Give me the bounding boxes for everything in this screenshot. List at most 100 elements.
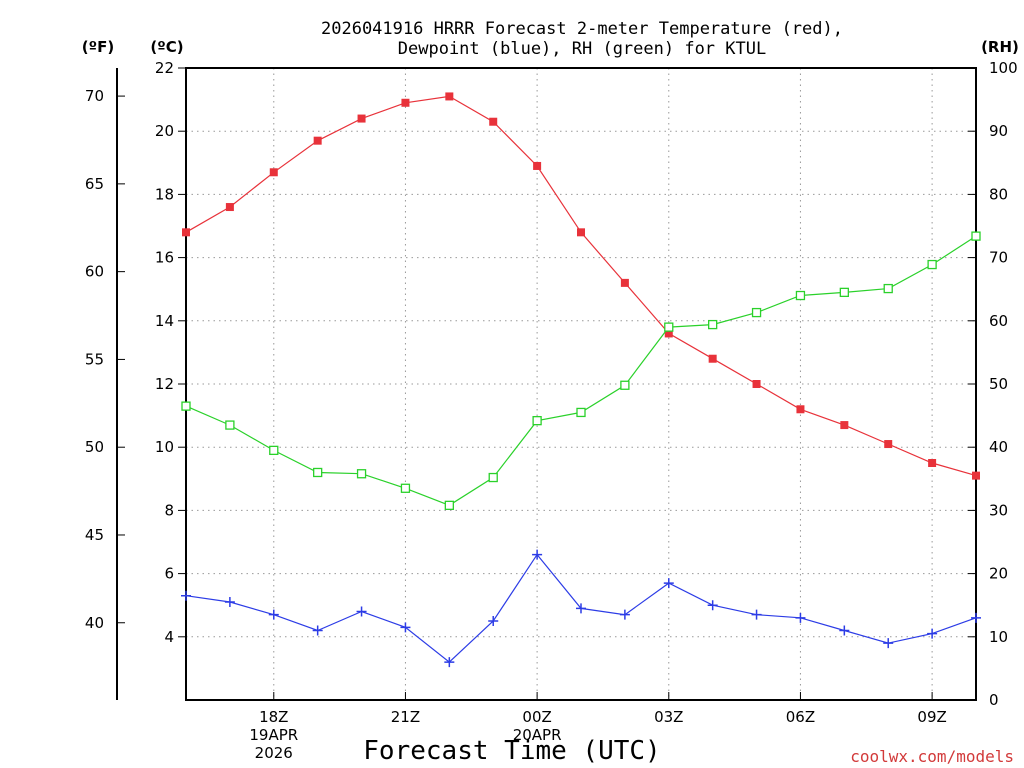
rh-tick-label: 90 xyxy=(989,122,1008,140)
temperature-point xyxy=(313,136,322,145)
rh-point xyxy=(269,445,279,456)
dewpoint-point xyxy=(532,549,543,560)
rh-tick-label: 30 xyxy=(989,501,1008,519)
rh-tick-label: 20 xyxy=(989,565,1008,583)
temperature-point xyxy=(840,421,849,430)
rh-point xyxy=(664,322,674,332)
series-dewpoint xyxy=(181,549,981,668)
rh-point xyxy=(839,287,849,298)
x-tick-label: 00Z xyxy=(522,708,551,726)
rh-point xyxy=(488,472,498,483)
temperature-point xyxy=(445,92,454,101)
dewpoint-point xyxy=(883,638,894,649)
rh-unit-label: (RH) xyxy=(981,38,1019,56)
dewpoint-point xyxy=(268,609,279,620)
dewpoint-point xyxy=(181,590,191,601)
rh-point xyxy=(181,401,191,411)
temperature-point xyxy=(708,354,717,363)
dewpoint-point xyxy=(576,603,586,614)
rh-point xyxy=(532,416,542,426)
temperature-point xyxy=(182,228,190,237)
series xyxy=(181,92,981,668)
celsius-tick-label: 16 xyxy=(155,249,174,267)
fahrenheit-tick-label: 40 xyxy=(85,614,104,632)
rh-tick-label: 60 xyxy=(989,312,1008,330)
fahrenheit-tick-label: 55 xyxy=(85,350,104,368)
fahrenheit-tick-label: 45 xyxy=(85,526,104,544)
fahrenheit-tick-label: 65 xyxy=(85,175,104,193)
rh-tick-label: 70 xyxy=(989,249,1008,267)
rh-point xyxy=(620,380,630,390)
temperature-point xyxy=(620,278,629,287)
rh-point xyxy=(883,283,893,294)
temperature-point xyxy=(533,161,542,170)
axes: 4 6 8 10 12 14 16 18 20 22 40 45 50 55 60 65 70 0 10 20 30 40… xyxy=(85,59,1018,762)
temperature-point xyxy=(489,117,498,126)
rh-point xyxy=(708,319,718,330)
dewpoint-point xyxy=(927,628,938,639)
temperature-point xyxy=(577,228,585,237)
rh-tick-label: 50 xyxy=(989,375,1008,393)
dewpoint-point xyxy=(663,578,674,589)
fahrenheit-tick-label: 70 xyxy=(85,87,104,105)
dewpoint-point xyxy=(312,625,323,636)
temperature-point xyxy=(972,471,980,480)
rh-tick-label: 80 xyxy=(989,185,1008,203)
temperature-point xyxy=(357,114,366,123)
rh-point xyxy=(313,467,323,478)
dewpoint-point xyxy=(795,612,806,623)
temperature-point xyxy=(928,459,937,467)
x-tick-label: 06Z xyxy=(786,708,815,726)
x-tick-label: 09Z xyxy=(917,708,946,726)
rh-point xyxy=(576,407,586,418)
celsius-tick-label: 22 xyxy=(155,59,174,77)
temperature-point xyxy=(664,329,673,338)
temperature-point xyxy=(225,203,234,212)
dewpoint-point xyxy=(751,609,762,620)
celsius-tick-label: 14 xyxy=(155,312,174,330)
rh-point xyxy=(444,500,454,510)
rh-point xyxy=(795,290,806,301)
celsius-tick-label: 10 xyxy=(155,438,174,456)
rh-point xyxy=(927,259,937,270)
temperature-line xyxy=(185,95,977,477)
series-temperature xyxy=(182,92,980,480)
dewpoint-point xyxy=(619,609,630,620)
celsius-tick-label: 18 xyxy=(155,185,174,203)
celsius-unit-label: (ºC) xyxy=(150,38,183,56)
fahrenheit-tick-label: 60 xyxy=(85,263,104,281)
x-tick-label: 20APR xyxy=(513,726,562,744)
chart-subtitle: Dewpoint (blue), RH (green) for KTUL xyxy=(398,39,766,59)
dewpoint-point xyxy=(356,606,367,617)
celsius-tick-label: 8 xyxy=(164,501,174,519)
x-tick-label: 03Z xyxy=(654,708,683,726)
x-tick-label: 2026 xyxy=(255,744,293,762)
rh-tick-label: 40 xyxy=(989,438,1008,456)
temperature-point xyxy=(269,168,278,177)
dewpoint-point xyxy=(488,616,499,626)
x-axis-label: Forecast Time (UTC) xyxy=(363,736,660,766)
temperature-point xyxy=(401,98,410,107)
x-tick-label: 19APR xyxy=(249,726,298,744)
chart-title: 2026041916 HRRR Forecast 2-meter Tempera… xyxy=(321,19,843,39)
rh-point xyxy=(356,469,367,479)
celsius-tick-label: 6 xyxy=(164,565,174,583)
dewpoint-point xyxy=(444,657,455,668)
rh-point xyxy=(971,231,981,241)
celsius-tick-label: 12 xyxy=(155,375,174,393)
fahrenheit-tick-label: 50 xyxy=(85,438,104,456)
dewpoint-point xyxy=(224,597,235,608)
rh-point xyxy=(400,483,411,493)
temperature-point xyxy=(884,440,893,449)
celsius-tick-label: 4 xyxy=(164,628,174,646)
x-tick-label: 21Z xyxy=(391,708,420,726)
x-tick-label: 18Z xyxy=(259,708,288,726)
rh-tick-label: 0 xyxy=(989,691,999,709)
dewpoint-point xyxy=(400,622,411,633)
rh-tick-label: 100 xyxy=(989,59,1018,77)
credit-text: coolwx.com/models xyxy=(850,747,1014,766)
rh-tick-label: 10 xyxy=(989,628,1008,646)
rh-line xyxy=(185,235,977,506)
dewpoint-point xyxy=(707,600,718,611)
